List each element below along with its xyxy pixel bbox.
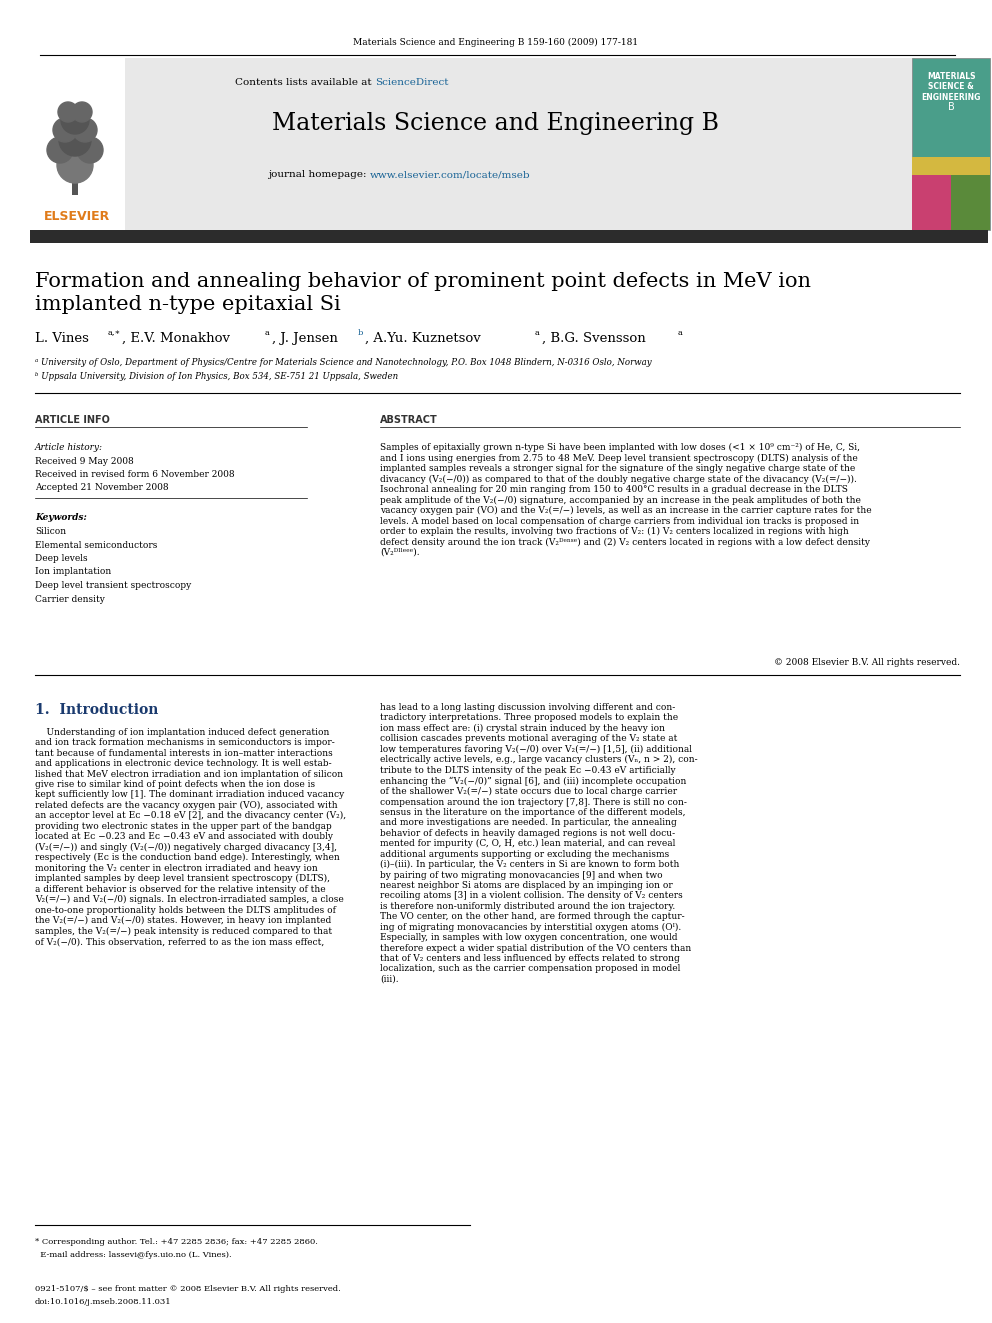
Text: Elemental semiconductors: Elemental semiconductors [35, 541, 158, 549]
Text: Carrier density: Carrier density [35, 594, 105, 603]
Text: Materials Science and Engineering B 159-160 (2009) 177-181: Materials Science and Engineering B 159-… [353, 38, 639, 48]
Text: www.elsevier.com/locate/mseb: www.elsevier.com/locate/mseb [370, 169, 531, 179]
Circle shape [73, 118, 97, 142]
Bar [912, 157, 990, 175]
Text: Article history:: Article history: [35, 443, 103, 452]
Text: implanted n-type epitaxial Si: implanted n-type epitaxial Si [35, 295, 340, 314]
Circle shape [57, 147, 93, 183]
Bar [72, 175, 78, 194]
Text: Silicon: Silicon [35, 527, 66, 536]
Text: Deep levels: Deep levels [35, 554, 87, 564]
Circle shape [59, 124, 91, 156]
Circle shape [53, 118, 77, 142]
Text: Ion implantation: Ion implantation [35, 568, 111, 577]
Bar [912, 175, 951, 230]
Text: Samples of epitaxially grown n-type Si have been implanted with low doses (<1 × : Samples of epitaxially grown n-type Si h… [380, 443, 872, 557]
Text: Deep level transient spectroscopy: Deep level transient spectroscopy [35, 581, 191, 590]
Text: journal homepage:: journal homepage: [268, 169, 370, 179]
Bar [75, 58, 915, 230]
Text: Accepted 21 November 2008: Accepted 21 November 2008 [35, 483, 169, 492]
Text: E-mail address: lassevi@fys.uio.no (L. Vines).: E-mail address: lassevi@fys.uio.no (L. V… [35, 1252, 231, 1259]
Bar [951, 175, 990, 230]
Text: ARTICLE INFO: ARTICLE INFO [35, 415, 110, 425]
Text: ᵃ University of Oslo, Department of Physics/Centre for Materials Science and Nan: ᵃ University of Oslo, Department of Phys… [35, 359, 652, 366]
Text: a: a [265, 329, 270, 337]
Text: a,∗: a,∗ [108, 329, 121, 337]
Text: Understanding of ion implantation induced defect generation
and ion track format: Understanding of ion implantation induce… [35, 728, 346, 946]
Circle shape [58, 102, 78, 122]
Text: B: B [947, 102, 954, 112]
Circle shape [61, 106, 89, 134]
Circle shape [72, 102, 92, 122]
Text: ABSTRACT: ABSTRACT [380, 415, 437, 425]
Text: ELSEVIER: ELSEVIER [44, 210, 110, 224]
Text: , E.V. Monakhov: , E.V. Monakhov [122, 332, 230, 345]
Text: , A.Yu. Kuznetsov: , A.Yu. Kuznetsov [365, 332, 481, 345]
Text: 1.  Introduction: 1. Introduction [35, 703, 159, 717]
Bar [30, 58, 125, 230]
Text: ᵇ Uppsala University, Division of Ion Physics, Box 534, SE-751 21 Uppsala, Swede: ᵇ Uppsala University, Division of Ion Ph… [35, 372, 398, 381]
Text: doi:10.1016/j.mseb.2008.11.031: doi:10.1016/j.mseb.2008.11.031 [35, 1298, 172, 1306]
Text: Keywords:: Keywords: [35, 513, 87, 523]
Text: Formation and annealing behavior of prominent point defects in MeV ion: Formation and annealing behavior of prom… [35, 273, 811, 291]
Text: a: a [678, 329, 682, 337]
Text: Materials Science and Engineering B: Materials Science and Engineering B [273, 112, 719, 135]
Text: , J. Jensen: , J. Jensen [272, 332, 338, 345]
Circle shape [47, 138, 73, 163]
Text: b: b [358, 329, 363, 337]
Bar [30, 230, 988, 243]
Text: Received 9 May 2008: Received 9 May 2008 [35, 456, 134, 466]
Text: has lead to a long lasting discussion involving different and con-
tradictory in: has lead to a long lasting discussion in… [380, 703, 697, 984]
Text: © 2008 Elsevier B.V. All rights reserved.: © 2008 Elsevier B.V. All rights reserved… [774, 658, 960, 667]
Text: MATERIALS
SCIENCE &
ENGINEERING: MATERIALS SCIENCE & ENGINEERING [922, 71, 981, 102]
Text: Contents lists available at: Contents lists available at [235, 78, 375, 87]
Bar [912, 58, 990, 230]
Text: 0921-5107/$ – see front matter © 2008 Elsevier B.V. All rights reserved.: 0921-5107/$ – see front matter © 2008 El… [35, 1285, 340, 1293]
Circle shape [77, 138, 103, 163]
Text: L. Vines: L. Vines [35, 332, 89, 345]
Text: , B.G. Svensson: , B.G. Svensson [542, 332, 646, 345]
Text: a: a [535, 329, 540, 337]
Text: ScienceDirect: ScienceDirect [375, 78, 448, 87]
Text: Received in revised form 6 November 2008: Received in revised form 6 November 2008 [35, 470, 235, 479]
Text: * Corresponding author. Tel.: +47 2285 2836; fax: +47 2285 2860.: * Corresponding author. Tel.: +47 2285 2… [35, 1238, 317, 1246]
